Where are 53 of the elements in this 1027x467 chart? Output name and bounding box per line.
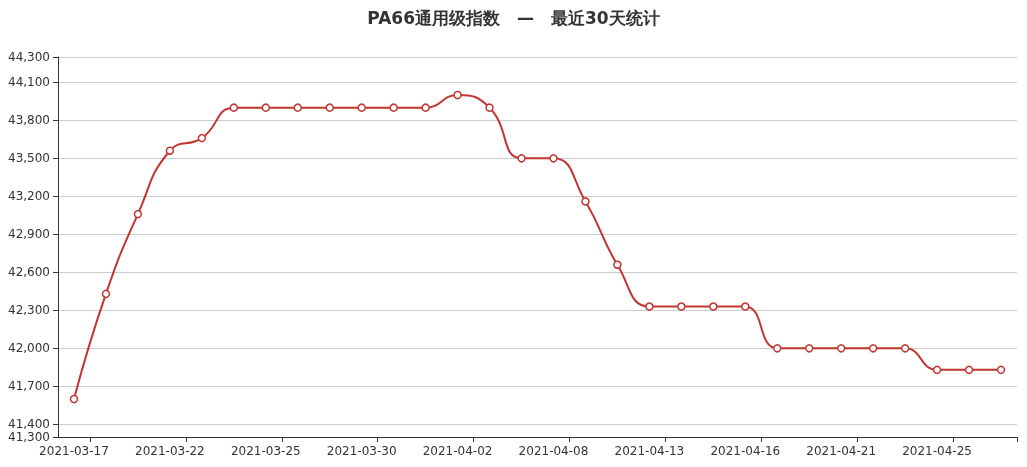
point: [133, 209, 143, 219]
y-tick-label: 43,800: [8, 113, 50, 128]
point: [165, 146, 175, 155]
chart-title: PA66通用级指数 — 最近30天统计: [367, 7, 660, 28]
point: [645, 302, 654, 311]
point: [581, 197, 590, 206]
point: [197, 133, 207, 143]
point: [293, 103, 302, 112]
y-tick-label: 42,900: [8, 227, 50, 242]
point: [613, 260, 622, 269]
point: [964, 365, 974, 375]
point: [549, 154, 558, 163]
y-tick-label: 41,400: [8, 417, 50, 432]
y-tick-label: 42,600: [8, 265, 50, 280]
y-tick-label: 44,300: [8, 50, 50, 64]
x-tick-label: 2021-04-25: [902, 444, 972, 458]
point: [677, 302, 686, 311]
point: [517, 154, 526, 163]
point: [69, 394, 79, 404]
x-tick-label: 2021-04-08: [518, 444, 589, 458]
point: [421, 103, 430, 112]
y-tick-label: 42,300: [8, 303, 50, 318]
x-tick-label: 2021-03-17: [39, 444, 109, 458]
x-tick-label: 2021-03-30: [326, 444, 397, 458]
y-tick-label: 42,000: [8, 341, 50, 356]
x-tick-label: 2021-04-16: [710, 444, 781, 458]
y-tick-label: 43,200: [8, 189, 50, 204]
point: [773, 344, 782, 353]
x-tick-label: 2021-04-21: [806, 444, 877, 458]
point: [804, 344, 814, 353]
point: [485, 103, 494, 112]
point: [868, 344, 878, 353]
y-tick-label: 41,700: [8, 379, 50, 394]
point: [229, 103, 239, 112]
point: [932, 365, 942, 375]
point: [261, 103, 271, 112]
point: [900, 344, 910, 353]
y-tick-label: 41,300: [8, 430, 50, 444]
x-tick-label: 2021-03-22: [135, 444, 205, 458]
point: [101, 289, 111, 299]
point: [389, 103, 398, 112]
y-tick-label: 44,100: [8, 75, 50, 90]
point: [325, 103, 334, 112]
x-tick-label: 2021-03-25: [230, 444, 301, 458]
y-tick-label: 43,500: [8, 151, 50, 166]
point: [357, 103, 366, 112]
point: [709, 302, 718, 311]
point: [996, 365, 1006, 375]
x-tick-label: 2021-04-13: [614, 444, 685, 458]
x-tick-label: 2021-04-02: [422, 444, 493, 458]
point: [453, 90, 462, 100]
point: [836, 344, 846, 353]
point: [741, 302, 750, 311]
